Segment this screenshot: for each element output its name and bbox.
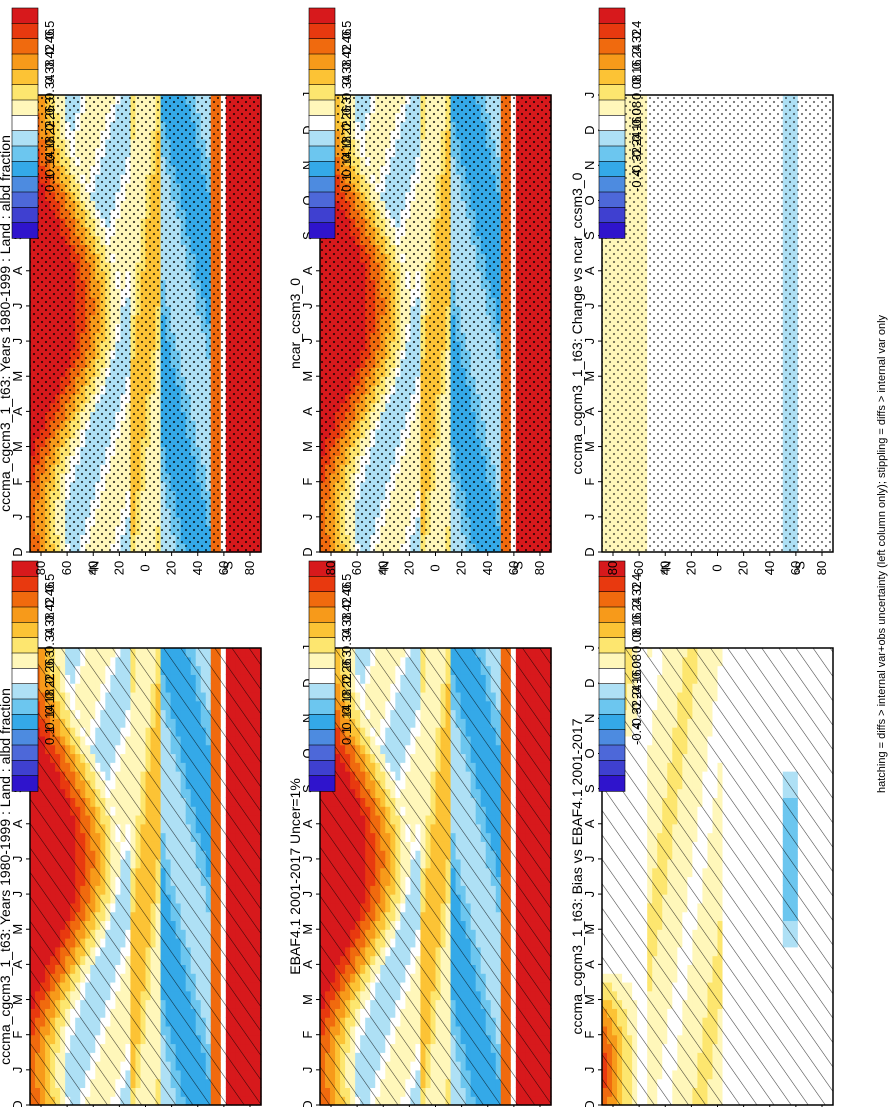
panel-title: cccma_cgcm3_1_t63: Years 1980-1999 : Lan… — [0, 135, 13, 512]
colorbar-swatch — [11, 207, 39, 224]
colorbar-label: 0.34 — [42, 628, 57, 653]
colorbar-label: 0.38 — [42, 612, 57, 637]
month-tick-label: D — [10, 547, 25, 556]
lat-tick-label: 0 — [138, 564, 153, 571]
month-tick-label: A — [10, 407, 25, 416]
colorbar-swatch — [11, 99, 39, 117]
month-tick-label: F — [10, 1031, 25, 1039]
colorbar-swatch — [11, 775, 39, 792]
colorbar-label: 0.1 — [42, 727, 57, 745]
colorbar-label: 0.26 — [42, 658, 57, 683]
lat-tick-label: 40 — [85, 561, 100, 575]
colorbar-label: 0.3 — [42, 650, 57, 668]
colorbar-swatch — [11, 652, 39, 670]
colorbar-swatch — [11, 161, 39, 178]
month-tick-label: D — [10, 1100, 25, 1107]
month-tick-label: J — [10, 514, 25, 521]
month-tick-label: J — [10, 891, 25, 898]
month-tick-label: A — [10, 960, 25, 969]
hatch-overlay — [30, 648, 261, 1105]
lat-tick-label: 60 — [216, 561, 231, 575]
month-tick-label: A — [10, 266, 25, 275]
month-tick-label: M — [10, 994, 25, 1005]
colorbar-swatch — [11, 130, 39, 147]
colorbar-swatch — [11, 53, 39, 71]
colorbar-swatch — [11, 145, 39, 163]
colorbar-label: 0.1 — [42, 174, 57, 192]
colorbar-swatch — [11, 7, 39, 25]
colorbar-swatch — [11, 591, 39, 608]
lat-tick-label: 20 — [164, 561, 179, 575]
hemisphere-label: °S — [221, 561, 236, 575]
lat-tick-label: 80 — [33, 561, 48, 575]
panel-right-top: 80604020020406080°N°SDJFMAMJJASONDJcccma… — [0, 7, 262, 576]
panel-left-top: 80604020020406080°N°SDJFMAMJJASONDJcccma… — [0, 560, 262, 1107]
panel-left-mid: 80604020020406080°N°SDJFMAMJJASONDJEBAF4… — [287, 560, 552, 1107]
lat-tick-label: 40 — [190, 561, 205, 575]
colorbar-swatch — [11, 637, 39, 654]
colorbar-label: 0.18 — [42, 136, 57, 161]
lat-tick-label: 20 — [111, 561, 126, 575]
colorbar-label: 0.18 — [42, 689, 57, 714]
colorbar-swatch — [11, 576, 39, 593]
panels: 80604020020406080°N°SDJFMAMJJASONDJcccma… — [0, 7, 834, 1107]
colorbar-label: 0.22 — [42, 674, 57, 699]
colorbar-label: 0.14 — [42, 151, 57, 176]
colorbar-label: 0.5 — [42, 574, 57, 592]
month-tick-label: M — [10, 371, 25, 382]
colorbar-swatch — [11, 606, 39, 624]
stipple-overlay — [30, 95, 261, 552]
colorbar-label: 0.46 — [42, 29, 57, 54]
colorbar-swatch — [11, 38, 39, 55]
colorbar-swatch — [11, 622, 39, 639]
colorbar-swatch — [11, 668, 39, 685]
colorbar-swatch — [11, 115, 39, 132]
month-tick-label: J — [10, 856, 25, 863]
colorbar-swatch — [11, 176, 39, 193]
colorbar-swatch — [11, 69, 39, 86]
month-tick-label: M — [10, 924, 25, 935]
colorbar-swatch — [11, 222, 39, 239]
colorbar-label: 0.46 — [42, 582, 57, 607]
colorbar-swatch — [11, 698, 39, 716]
colorbar-label: 0.5 — [42, 21, 57, 39]
colorbar-swatch — [11, 760, 39, 777]
lat-tick-label: 60 — [59, 561, 74, 575]
month-tick-label: J — [10, 1067, 25, 1074]
colorbar-swatch — [11, 744, 39, 762]
colorbar-swatch — [11, 729, 39, 746]
month-tick-label: M — [10, 441, 25, 452]
colorbar-label: 0.42 — [42, 597, 57, 622]
colorbar-label: 0.22 — [42, 121, 57, 146]
lat-tick-label: 80 — [242, 561, 257, 575]
colorbar-label: 0.14 — [42, 704, 57, 729]
colorbar-label: 0.42 — [42, 44, 57, 69]
colorbar-swatch — [11, 683, 39, 700]
colorbar-swatch — [11, 23, 39, 40]
month-tick-label: J — [10, 303, 25, 310]
colorbar-label: 0.26 — [42, 105, 57, 130]
colorbar-swatch — [11, 84, 39, 101]
colorbar-label: 0.38 — [42, 59, 57, 84]
colorbar-label: 0.3 — [42, 97, 57, 115]
colorbar-swatch — [11, 191, 39, 209]
month-tick-label: A — [10, 819, 25, 828]
hemisphere-label: °N — [87, 561, 102, 576]
month-tick-label: J — [10, 338, 25, 345]
colorbar-swatch — [11, 714, 39, 731]
panel-title: cccma_cgcm3_1_t63: Years 1980-1999 : Lan… — [0, 688, 13, 1065]
month-tick-label: F — [10, 478, 25, 486]
colorbar-label: 0.34 — [42, 75, 57, 100]
